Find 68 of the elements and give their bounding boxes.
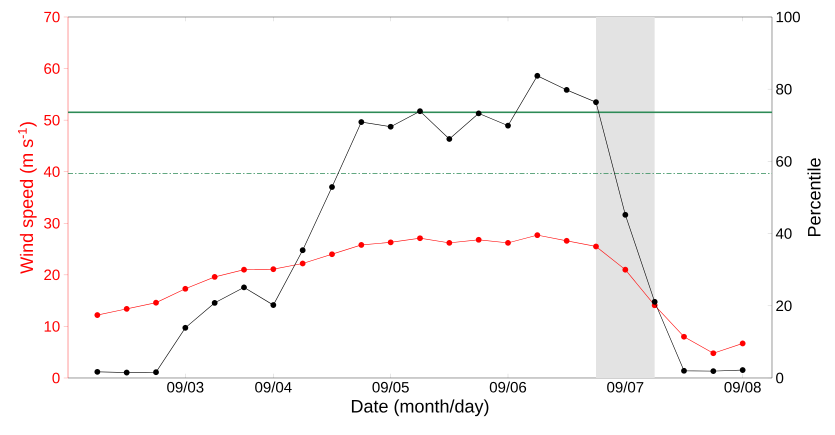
point bbox=[241, 284, 247, 290]
point bbox=[270, 302, 276, 308]
point bbox=[505, 122, 511, 129]
y2-tick-label: 100 bbox=[776, 12, 800, 22]
point bbox=[505, 240, 511, 246]
point bbox=[740, 367, 746, 373]
y-tick-label: 20 bbox=[44, 270, 60, 280]
y2-tick-label: 20 bbox=[776, 300, 792, 312]
point bbox=[681, 368, 687, 374]
x-tick-label: 09/03 bbox=[167, 382, 204, 393]
y2-axis-title: Percentile bbox=[807, 158, 821, 236]
point bbox=[710, 368, 716, 374]
point bbox=[388, 239, 394, 246]
point bbox=[94, 368, 100, 375]
point bbox=[564, 87, 570, 93]
point bbox=[476, 110, 482, 116]
point bbox=[652, 298, 658, 305]
x-tick-label: 09/06 bbox=[490, 382, 526, 393]
y-tick-label: 60 bbox=[44, 63, 60, 74]
point bbox=[212, 300, 218, 306]
y2-tick-label: 80 bbox=[776, 84, 792, 94]
point bbox=[740, 340, 746, 346]
point bbox=[124, 370, 130, 376]
x-tick-label: 09/08 bbox=[724, 382, 761, 393]
y-tick-label: 10 bbox=[44, 321, 60, 332]
point bbox=[329, 251, 335, 258]
point bbox=[153, 369, 159, 376]
point bbox=[681, 334, 687, 340]
point bbox=[300, 260, 306, 266]
point bbox=[241, 266, 247, 273]
point bbox=[622, 266, 628, 273]
point bbox=[446, 240, 452, 246]
y-tick-label: 40 bbox=[44, 166, 60, 178]
point bbox=[270, 266, 276, 272]
point bbox=[476, 236, 482, 243]
point bbox=[710, 350, 716, 356]
y2-tick-label: 0 bbox=[776, 372, 784, 384]
point bbox=[212, 274, 218, 280]
point bbox=[417, 235, 423, 242]
y2-tick-label: 40 bbox=[776, 228, 792, 239]
point bbox=[153, 300, 159, 306]
point bbox=[358, 119, 364, 125]
x-axis-title: Date (month/day) bbox=[352, 399, 488, 416]
y-tick-label: 50 bbox=[44, 114, 60, 126]
point bbox=[446, 136, 452, 142]
y-tick-label: 0 bbox=[52, 372, 60, 384]
x-tick-label: 09/07 bbox=[607, 382, 644, 393]
point bbox=[622, 212, 628, 218]
point bbox=[593, 244, 599, 250]
x-tick-label: 09/04 bbox=[255, 382, 292, 393]
point bbox=[388, 124, 394, 130]
point bbox=[124, 306, 130, 312]
point bbox=[534, 232, 540, 238]
y2-tick-label: 60 bbox=[776, 156, 792, 167]
point bbox=[534, 72, 540, 79]
point bbox=[94, 312, 100, 318]
y-tick-label: 30 bbox=[44, 218, 60, 229]
point bbox=[329, 184, 335, 190]
point bbox=[182, 324, 188, 331]
x-tick-label: 09/05 bbox=[372, 382, 409, 393]
point bbox=[358, 242, 364, 248]
y-axis-title: Wind speed (m s$^{-1}$) bbox=[18, 122, 37, 274]
y-tick-label: 70 bbox=[44, 12, 60, 22]
point bbox=[182, 286, 188, 292]
point bbox=[300, 247, 306, 254]
point bbox=[417, 108, 423, 114]
point bbox=[564, 238, 570, 244]
point bbox=[593, 99, 599, 106]
